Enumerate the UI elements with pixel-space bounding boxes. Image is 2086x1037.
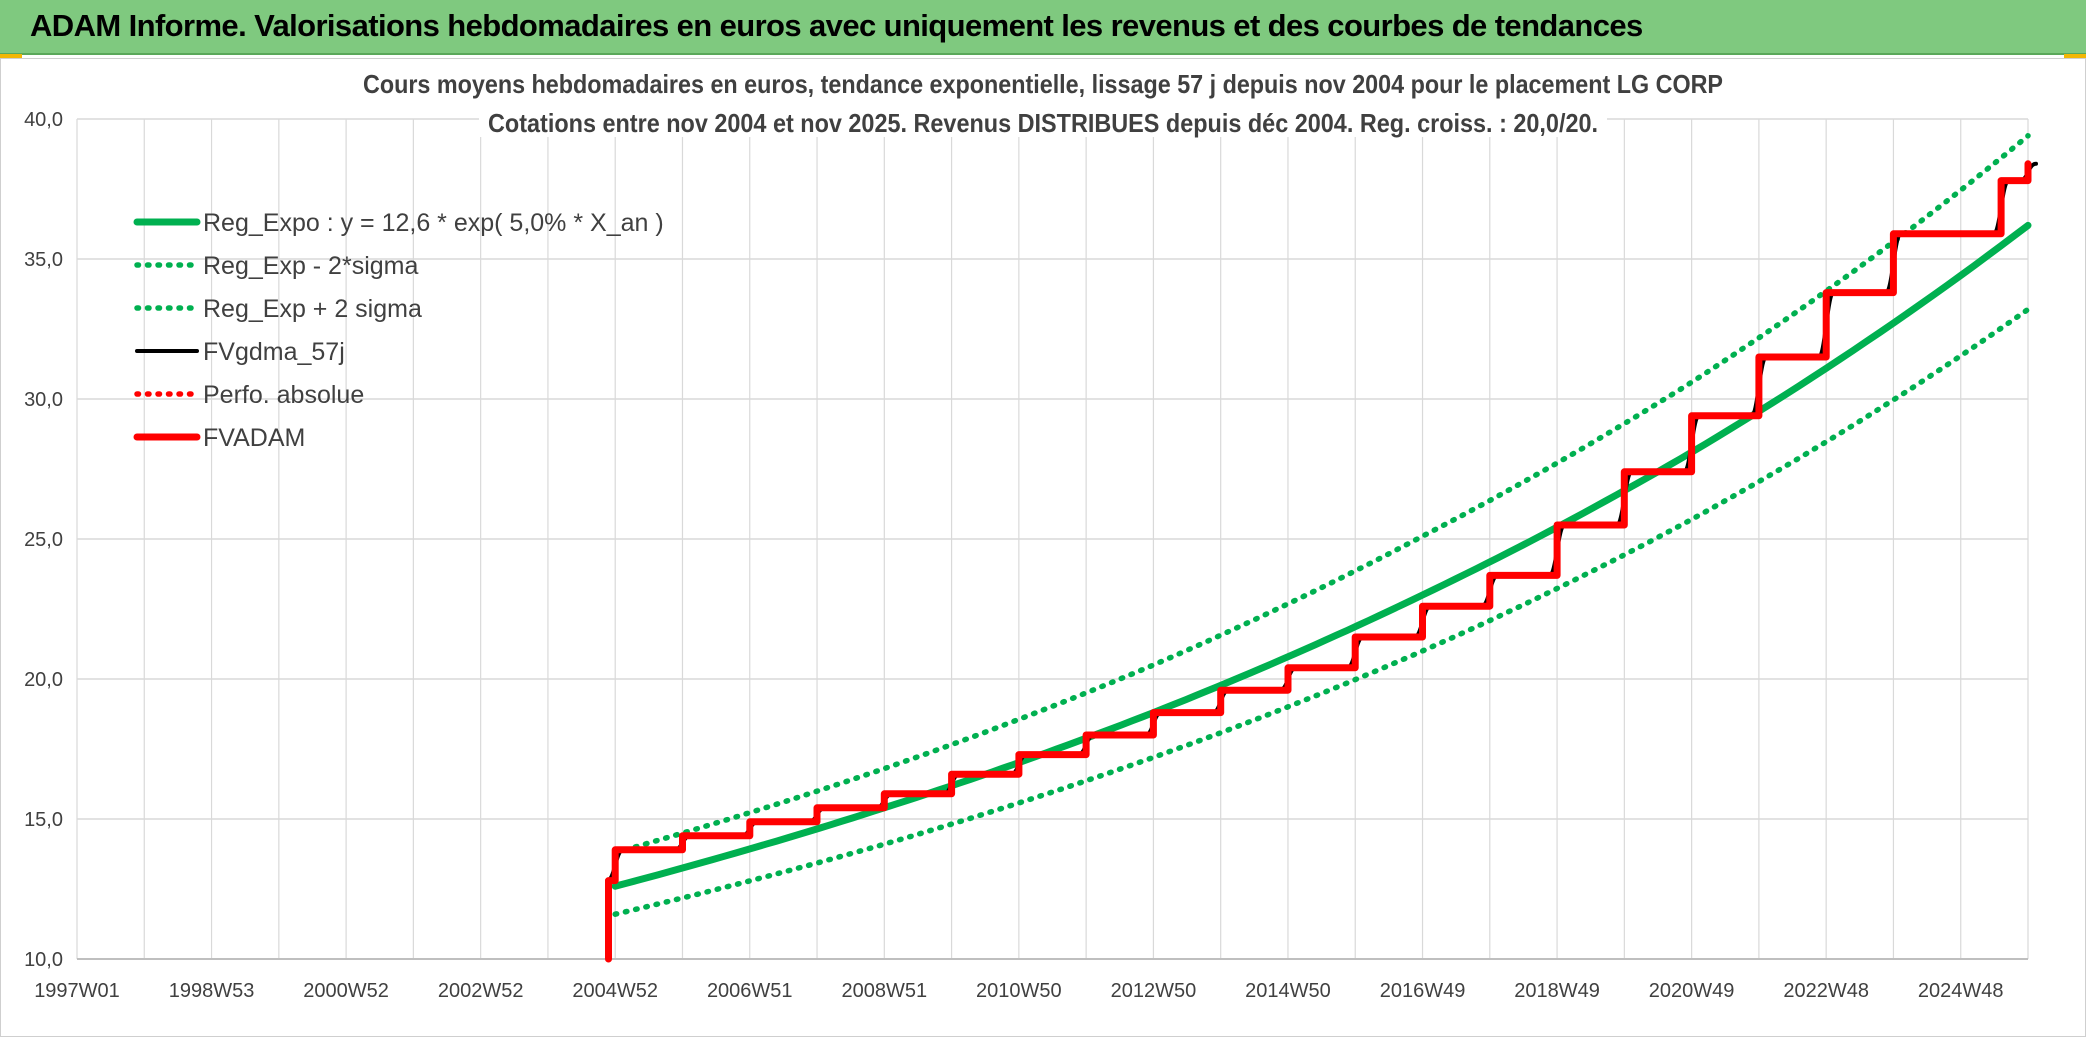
x-tick-label: 2004W52 [572, 980, 658, 1002]
x-tick-label: 2000W52 [303, 980, 389, 1002]
x-tick-label: 1998W53 [169, 980, 255, 1002]
legend-label: FVADAM [203, 424, 305, 452]
header-bar: ADAM Informe. Valorisations hebdomadaire… [0, 0, 2086, 55]
series-line-5 [605, 160, 2032, 963]
y-tick-label: 30,0 [24, 389, 63, 411]
y-tick-label: 40,0 [24, 109, 63, 131]
x-tick-label: 2016W49 [1380, 980, 1466, 1002]
legend-label: Reg_Exp + 2 sigma [203, 295, 422, 323]
series-line-3 [605, 161, 2038, 883]
x-tick-label: 2014W50 [1245, 980, 1331, 1002]
title-background [356, 65, 1731, 99]
chart-area: 10,0 15,0 20,0 25,0 30,0 35,0 40,0 1997W01 1998W… [0, 58, 2086, 1037]
x-tick-label: 2022W48 [1783, 980, 1869, 1002]
legend-label: Reg_Expo : y = 12,6 * exp( 5,0% * X_an ) [203, 209, 664, 237]
x-tick-label: 2012W50 [1111, 980, 1197, 1002]
chart-title: Cours moyens hebdomadaires en euros, ten… [363, 69, 1723, 99]
x-tick-label: 2020W49 [1649, 980, 1735, 1002]
x-tick-label: 2008W51 [841, 980, 927, 1002]
y-tick-label: 25,0 [24, 529, 63, 551]
chart-svg: 10,0 15,0 20,0 25,0 30,0 35,0 40,0 1997W01 1998W… [24, 65, 2038, 1002]
legend-label: FVgdma_57j [203, 338, 345, 366]
x-tick-label: 1997W01 [34, 980, 120, 1002]
legend-label: Perfo. absolue [203, 381, 364, 409]
y-tick-label: 10,0 [24, 949, 63, 971]
chart-subtitle: Cotations entre nov 2004 et nov 2025. Re… [488, 108, 1598, 138]
legend-label: Reg_Exp - 2*sigma [203, 252, 418, 280]
x-tick-label: 2024W48 [1918, 980, 2004, 1002]
x-tick-label: 2010W50 [976, 980, 1062, 1002]
y-tick-label: 15,0 [24, 809, 63, 831]
page-title: ADAM Informe. Valorisations hebdomadaire… [30, 8, 1643, 43]
subtitle-background [479, 103, 1607, 137]
series-line-1 [612, 306, 2031, 917]
y-tick-label: 35,0 [24, 249, 63, 271]
x-tick-label: 2002W52 [438, 980, 524, 1002]
y-tick-label: 20,0 [24, 669, 63, 691]
x-tick-label: 2006W51 [707, 980, 793, 1002]
x-tick-label: 2018W49 [1514, 980, 1600, 1002]
series-line-2 [612, 133, 2031, 856]
